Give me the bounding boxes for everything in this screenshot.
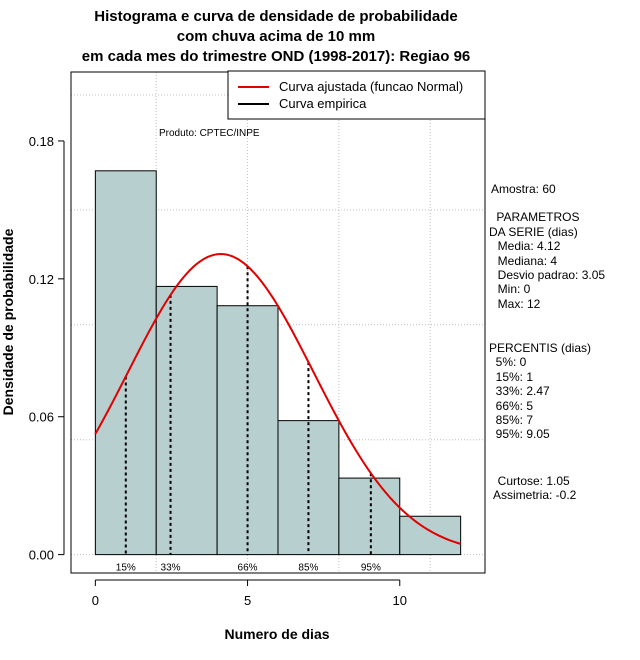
- x-tick-label-1: 5: [244, 593, 251, 608]
- percentile-label-4: 95%: [361, 563, 381, 574]
- y-tick-label-3: 0.18: [29, 134, 54, 149]
- title-line-1: Histograma e curva de densidade de proba…: [94, 8, 457, 25]
- stat-min: Min: 0: [491, 282, 531, 296]
- stat-std-dev: Desvio padrao: 3.05: [491, 268, 605, 282]
- title-line-3: em cada mes do trimestre OND (1998-2017)…: [82, 48, 471, 65]
- y-tick-label-1: 0.06: [29, 410, 54, 425]
- stat-params-subheading: DA SERIE (dias): [489, 225, 578, 239]
- percentile-label-3: 85%: [298, 563, 318, 574]
- stat-p85: 85%: 7: [489, 413, 533, 427]
- normal-curve-line: [94, 253, 461, 545]
- stat-max: Max: 12: [491, 297, 541, 311]
- normal-fit-curve: [94, 253, 461, 545]
- statistics-panel: Amostra: 60 PARAMETROS DA SERIE (dias) M…: [489, 182, 605, 502]
- y-tick-label-0: 0.00: [29, 548, 54, 563]
- legend: Curva ajustada (funcao Normal) Curva emp…: [227, 70, 486, 120]
- stat-kurtosis: Curtose: 1.05: [491, 474, 570, 488]
- stat-p95: 95%: 9.05: [489, 427, 550, 441]
- histogram-bars: [94, 170, 462, 556]
- percentile-label-1: 33%: [161, 563, 181, 574]
- stat-median: Mediana: 4: [491, 254, 557, 268]
- title-line-2: com chuva acima de 10 mm: [177, 28, 375, 45]
- histogram-bar-5: [399, 515, 462, 556]
- stat-skewness: Assimetria: -0.2: [493, 488, 577, 502]
- stat-p15: 15%: 1: [489, 370, 533, 384]
- stat-p33: 33%: 2.47: [489, 384, 550, 398]
- histogram-bar-4: [338, 477, 401, 556]
- percentile-labels: 15% 33% 66% 85% 95%: [116, 563, 381, 574]
- stat-params-heading: PARAMETROS: [493, 210, 579, 224]
- producer-annotation: Produto: CPTEC/INPE: [159, 128, 260, 139]
- x-tick-label-0: 0: [92, 593, 99, 608]
- x-axis: 0 5 10: [92, 579, 407, 608]
- histogram-bar-1: [155, 285, 218, 556]
- y-axis-title: Densidade de probabilidade: [0, 228, 16, 415]
- percentile-label-2: 66%: [238, 563, 258, 574]
- stat-mean: Media: 4.12: [491, 239, 561, 253]
- y-axis: 0.00 0.06 0.12 0.18: [29, 134, 65, 563]
- percentile-label-0: 15%: [116, 563, 136, 574]
- legend-label-empirical: Curva empirica: [279, 96, 367, 111]
- stat-sample-size: Amostra: 60: [491, 182, 556, 196]
- legend-label-fit: Curva ajustada (funcao Normal): [279, 79, 463, 94]
- stat-percentiles-heading: PERCENTIS (dias): [489, 341, 591, 355]
- stat-p66: 66%: 5: [489, 399, 533, 413]
- stat-p5: 5%: 0: [489, 355, 527, 369]
- chart-title: Histograma e curva de densidade de proba…: [82, 8, 471, 65]
- percentile-lines: [124, 266, 372, 555]
- y-tick-label-2: 0.12: [29, 272, 54, 287]
- x-axis-title: Numero de dias: [224, 626, 329, 642]
- legend-box: [227, 70, 486, 120]
- x-tick-label-2: 10: [393, 593, 407, 608]
